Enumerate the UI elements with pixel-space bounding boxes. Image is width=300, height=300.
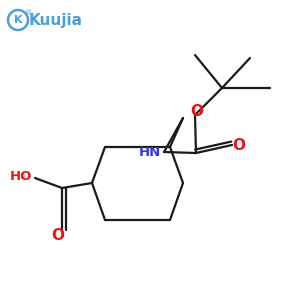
Text: Kuujia: Kuujia <box>29 13 83 28</box>
Text: O: O <box>190 103 203 118</box>
Text: ®: ® <box>26 10 33 16</box>
Text: HN: HN <box>139 146 161 160</box>
Text: K: K <box>14 15 22 25</box>
Text: O: O <box>52 227 64 242</box>
Text: HO: HO <box>10 169 32 182</box>
Text: O: O <box>232 137 245 152</box>
